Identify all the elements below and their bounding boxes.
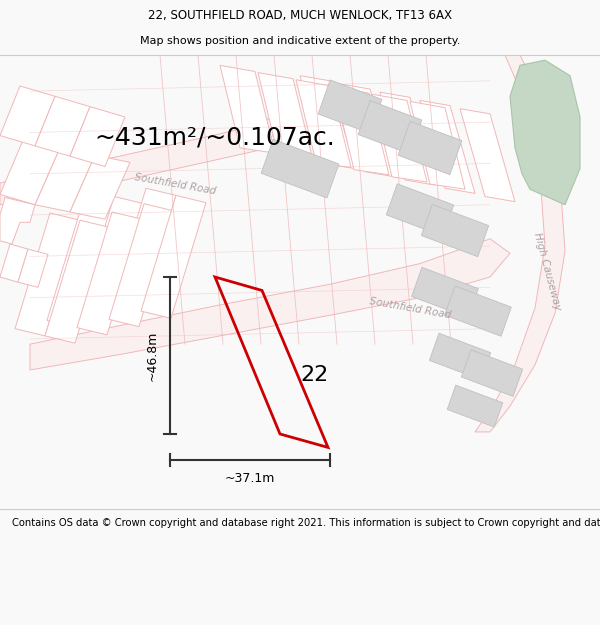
Text: Southfield Road: Southfield Road — [133, 172, 217, 196]
Polygon shape — [300, 76, 355, 169]
Polygon shape — [0, 117, 280, 205]
Polygon shape — [45, 220, 110, 343]
Polygon shape — [340, 84, 395, 177]
Polygon shape — [0, 198, 35, 244]
Polygon shape — [447, 385, 503, 427]
Polygon shape — [77, 212, 142, 335]
Text: ~37.1m: ~37.1m — [225, 472, 275, 485]
Text: Southfield Road: Southfield Road — [368, 296, 452, 320]
Polygon shape — [475, 55, 565, 432]
Text: Contains OS data © Crown copyright and database right 2021. This information is : Contains OS data © Crown copyright and d… — [12, 518, 600, 528]
Polygon shape — [430, 333, 491, 380]
Polygon shape — [70, 155, 130, 219]
Polygon shape — [258, 72, 313, 161]
Text: Map shows position and indicative extent of the property.: Map shows position and indicative extent… — [140, 36, 460, 46]
Text: ~46.8m: ~46.8m — [146, 331, 158, 381]
Polygon shape — [410, 101, 465, 189]
Polygon shape — [261, 139, 339, 198]
Polygon shape — [111, 188, 176, 311]
Polygon shape — [0, 244, 28, 282]
Text: 22: 22 — [301, 365, 329, 385]
Polygon shape — [318, 80, 382, 133]
Polygon shape — [18, 249, 48, 288]
Polygon shape — [420, 101, 475, 193]
Polygon shape — [372, 94, 427, 182]
Polygon shape — [0, 86, 55, 146]
Polygon shape — [386, 184, 454, 236]
Polygon shape — [35, 96, 90, 156]
Polygon shape — [15, 213, 80, 336]
Polygon shape — [358, 101, 422, 154]
Polygon shape — [398, 121, 462, 174]
Polygon shape — [461, 350, 523, 396]
Text: ~431m²/~0.107ac.: ~431m²/~0.107ac. — [95, 126, 335, 149]
Polygon shape — [70, 107, 125, 166]
Polygon shape — [445, 286, 511, 336]
Polygon shape — [220, 66, 275, 153]
Polygon shape — [334, 87, 389, 175]
Polygon shape — [109, 204, 174, 327]
Polygon shape — [47, 205, 112, 328]
Polygon shape — [79, 196, 144, 319]
Text: 22, SOUTHFIELD ROAD, MUCH WENLOCK, TF13 6AX: 22, SOUTHFIELD ROAD, MUCH WENLOCK, TF13 … — [148, 9, 452, 22]
Polygon shape — [35, 148, 95, 212]
Polygon shape — [460, 109, 515, 202]
Polygon shape — [412, 268, 478, 318]
Polygon shape — [380, 92, 435, 185]
Text: High Causeway: High Causeway — [532, 232, 562, 312]
Polygon shape — [421, 204, 488, 257]
Polygon shape — [0, 136, 60, 205]
Polygon shape — [296, 80, 351, 168]
Polygon shape — [510, 60, 580, 205]
Polygon shape — [30, 239, 510, 370]
Polygon shape — [141, 196, 206, 318]
